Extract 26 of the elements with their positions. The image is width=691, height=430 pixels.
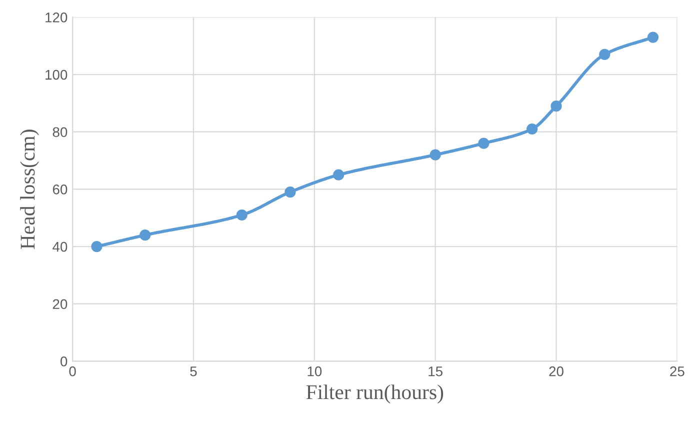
y-tick-label: 20 bbox=[52, 299, 68, 310]
point bbox=[91, 240, 102, 252]
x-tick-label: 5 bbox=[190, 366, 197, 376]
x-tick-label: 15 bbox=[428, 366, 442, 376]
x-tick-label: 10 bbox=[308, 366, 322, 376]
y-tick-label: 120 bbox=[46, 12, 68, 22]
point bbox=[599, 48, 610, 60]
y-tick-label: 80 bbox=[52, 127, 68, 138]
y-tick-label: 60 bbox=[52, 184, 68, 194]
y-tick-label: 40 bbox=[52, 242, 68, 252]
x-tick-label: 20 bbox=[549, 366, 564, 376]
point bbox=[284, 186, 296, 198]
x-axis-title: Filter run(hours) bbox=[306, 384, 444, 404]
x-tick-label: 0 bbox=[69, 366, 76, 376]
point bbox=[236, 209, 248, 221]
point bbox=[430, 149, 441, 160]
point bbox=[550, 100, 562, 112]
point bbox=[478, 138, 490, 149]
y-axis-title: Head loss(cm) bbox=[20, 130, 39, 250]
y-tick-label: 100 bbox=[46, 70, 68, 80]
point bbox=[647, 32, 659, 43]
x-tick-label: 25 bbox=[670, 366, 684, 376]
y-tick-label: 0 bbox=[60, 356, 68, 366]
point bbox=[140, 230, 151, 241]
point bbox=[526, 123, 538, 135]
point bbox=[333, 169, 344, 180]
